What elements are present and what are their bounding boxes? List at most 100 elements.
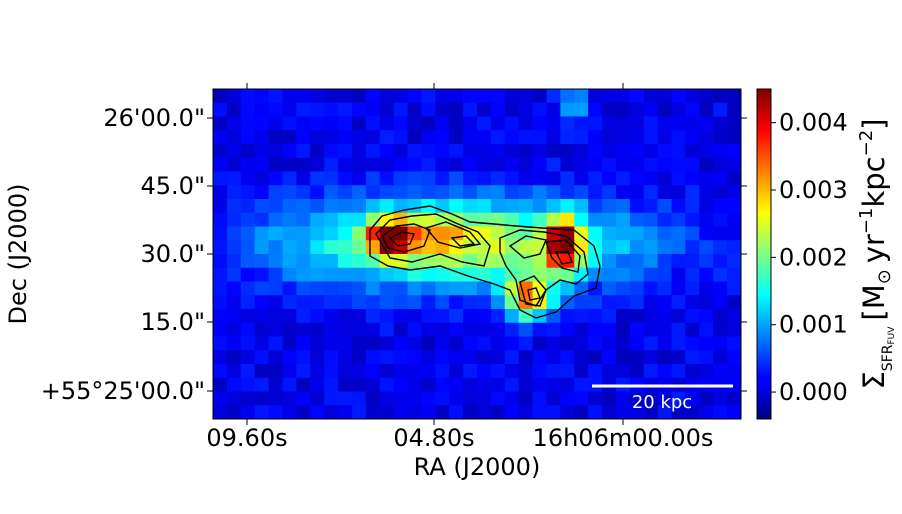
heatmap-cell <box>226 405 242 419</box>
heatmap-cell <box>657 405 673 419</box>
heatmap-cell <box>713 102 728 118</box>
heatmap-cell <box>546 336 561 351</box>
heatmap-cell <box>254 322 270 338</box>
heatmap-cell <box>351 102 367 118</box>
heatmap-cell <box>421 281 436 296</box>
heatmap-cell <box>435 295 450 310</box>
heatmap-cell <box>602 391 617 406</box>
heatmap-cell <box>643 240 659 255</box>
heatmap-cell <box>379 267 395 283</box>
heatmap-cell <box>240 144 256 159</box>
heatmap-cell <box>532 405 548 419</box>
heatmap-cell <box>463 254 478 269</box>
heatmap-cell <box>685 364 700 379</box>
heatmap-cell <box>504 144 520 159</box>
heatmap-cell <box>393 309 409 324</box>
heatmap-cell <box>338 336 353 351</box>
heatmap-cell <box>268 89 284 104</box>
heatmap-cell <box>685 295 700 310</box>
heatmap-cell <box>407 144 423 159</box>
x-tick-label: 09.60s <box>206 424 287 452</box>
heatmap-cell <box>518 116 534 131</box>
heatmap-cell <box>435 405 450 419</box>
heatmap-cell <box>546 281 561 296</box>
heatmap-cell <box>379 185 395 200</box>
heatmap-cell <box>727 171 741 186</box>
heatmap-cell <box>490 391 506 406</box>
heatmap-cell <box>602 157 617 173</box>
heatmap-cell <box>546 350 561 365</box>
heatmap-cell <box>713 309 728 324</box>
heatmap-cell <box>588 336 603 351</box>
heatmap-cell <box>338 157 353 173</box>
heatmap-cell <box>657 199 673 214</box>
heatmap-cell <box>602 295 617 310</box>
heatmap-cell <box>268 240 284 255</box>
heatmap-cell <box>338 309 353 324</box>
heatmap-cell <box>685 281 700 296</box>
heatmap-cell <box>226 295 242 310</box>
y-tick-label: 26'00.0" <box>103 104 205 132</box>
heatmap-cell <box>254 199 270 214</box>
heatmap-cell <box>240 364 256 379</box>
heatmap-cell <box>615 157 631 173</box>
contours <box>369 205 601 319</box>
heatmap-cell <box>504 212 520 228</box>
heatmap-cell <box>699 391 714 406</box>
heatmap-cell <box>463 102 478 118</box>
heatmap-cell <box>602 281 617 296</box>
heatmap-cell <box>282 185 297 200</box>
heatmap-cell <box>379 130 395 145</box>
heatmap-cell <box>226 281 242 296</box>
heatmap-cell <box>379 281 395 296</box>
heatmap-cell <box>560 336 575 351</box>
heatmap-cell <box>351 116 367 131</box>
heatmap-cell <box>282 391 297 406</box>
heatmap-cell <box>713 171 728 186</box>
heatmap-cell <box>685 226 700 241</box>
heatmap-cell <box>351 130 367 145</box>
heatmap-cell <box>490 185 506 200</box>
heatmap-cell <box>449 295 464 310</box>
heatmap-cell <box>532 322 548 338</box>
heatmap-cell <box>699 89 714 104</box>
heatmap-cell <box>574 199 589 214</box>
heatmap-cell <box>213 364 228 379</box>
heatmap-cell <box>532 254 548 269</box>
heatmap-cell <box>351 185 367 200</box>
heatmap-cell <box>518 212 534 228</box>
heatmap-cell <box>324 240 339 255</box>
heatmap-cell <box>338 171 353 186</box>
heatmap-cell <box>213 130 228 145</box>
heatmap-cell <box>449 130 464 145</box>
heatmap-cell <box>546 267 561 283</box>
heatmap-cell <box>421 295 436 310</box>
heatmap-cell <box>324 322 339 338</box>
heatmap-cell <box>727 336 741 351</box>
heatmap-cell <box>393 405 409 419</box>
heatmap-cell <box>407 240 423 255</box>
heatmap-cell <box>463 171 478 186</box>
heatmap-cell <box>365 89 381 104</box>
heatmap-cell <box>699 171 714 186</box>
heatmap-cell <box>518 254 534 269</box>
heatmap-cell <box>629 295 645 310</box>
heatmap-cell <box>504 130 520 145</box>
heatmap-cell <box>268 322 284 338</box>
heatmap-cell <box>213 240 228 255</box>
heatmap-cell <box>282 89 297 104</box>
heatmap-cell <box>226 157 242 173</box>
heatmap-cell <box>310 295 325 310</box>
heatmap-cell <box>685 309 700 324</box>
heatmap-cell <box>532 212 548 228</box>
scalebar: 20 kpc <box>592 384 733 413</box>
heatmap-cell <box>532 350 548 365</box>
heatmap-cell <box>338 116 353 131</box>
heatmap-cell <box>615 281 631 296</box>
heatmap-cell <box>727 240 741 255</box>
heatmap-cell <box>671 102 687 118</box>
heatmap-cell <box>546 171 561 186</box>
heatmap-cell <box>588 144 603 159</box>
heatmap-cell <box>324 102 339 118</box>
heatmap-cell <box>310 226 325 241</box>
